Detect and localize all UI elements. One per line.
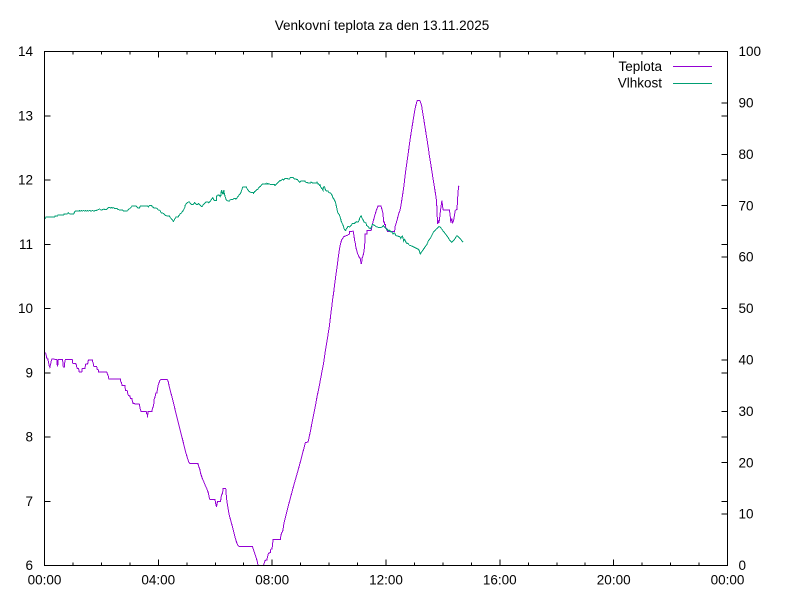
svg-text:70: 70 [739,198,754,213]
svg-text:8: 8 [25,430,33,445]
svg-text:30: 30 [739,404,754,419]
svg-text:7: 7 [25,494,33,509]
svg-text:90: 90 [739,96,754,111]
svg-text:9: 9 [25,365,33,380]
svg-text:04:00: 04:00 [141,573,175,588]
svg-text:Vlhkost: Vlhkost [618,76,663,91]
svg-text:20: 20 [739,455,754,470]
svg-text:0: 0 [739,558,747,573]
svg-text:Venkovní teplota za den 13.11.: Venkovní teplota za den 13.11.2025 [275,18,489,33]
svg-text:10: 10 [739,507,754,522]
svg-text:60: 60 [739,250,754,265]
svg-text:11: 11 [19,237,33,252]
svg-text:6: 6 [25,558,33,573]
svg-text:40: 40 [739,353,754,368]
svg-text:12:00: 12:00 [369,573,403,588]
svg-text:00:00: 00:00 [28,573,62,588]
svg-text:Teplota: Teplota [618,59,662,74]
svg-text:50: 50 [739,301,754,316]
svg-text:20:00: 20:00 [597,573,631,588]
svg-text:14: 14 [18,44,34,59]
svg-text:100: 100 [739,44,762,59]
svg-text:08:00: 08:00 [255,573,289,588]
svg-text:12: 12 [18,173,33,188]
svg-text:13: 13 [18,108,33,123]
svg-text:00:00: 00:00 [711,573,745,588]
svg-text:16:00: 16:00 [483,573,517,588]
svg-text:10: 10 [18,301,33,316]
svg-text:80: 80 [739,147,754,162]
